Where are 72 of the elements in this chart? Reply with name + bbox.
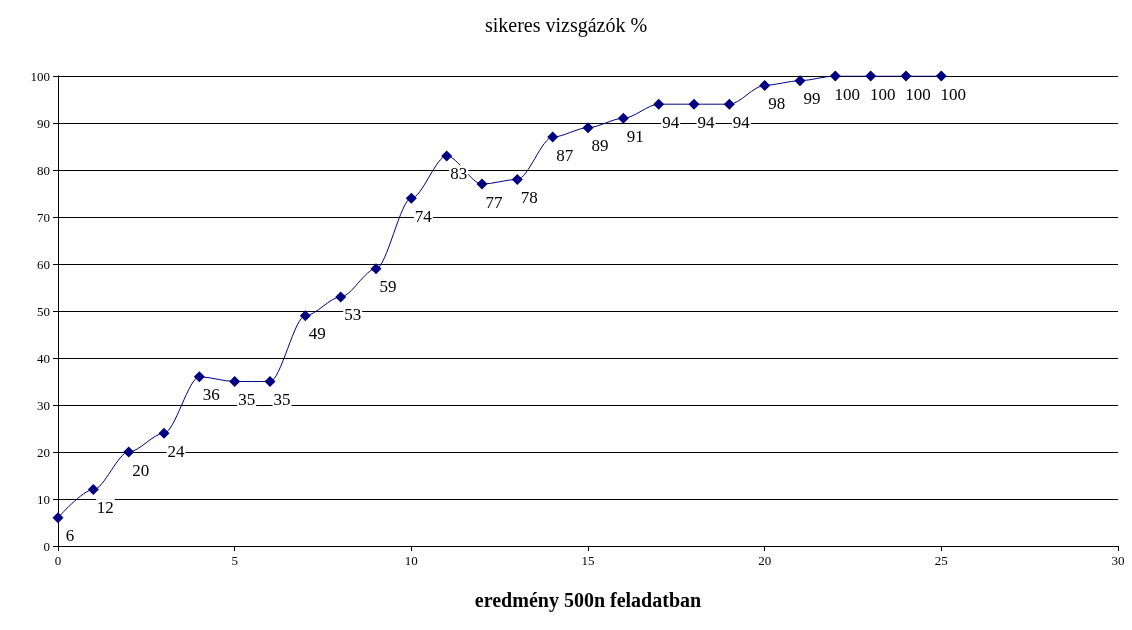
point	[229, 376, 241, 387]
data-label: 100	[869, 84, 896, 104]
data-label: 100	[940, 84, 967, 104]
data-label: 94	[697, 112, 715, 132]
point	[476, 178, 488, 190]
x-tick-label: 20	[758, 553, 772, 568]
y-tick-label: 80	[37, 162, 50, 178]
point	[688, 98, 700, 110]
data-label: 99	[803, 89, 821, 109]
data-label: 20	[132, 460, 150, 480]
x-tick-label: 15	[581, 553, 595, 568]
point	[794, 75, 806, 87]
x-tick-label: 25	[934, 553, 948, 568]
data-label: 35	[273, 390, 291, 409]
data-label: 77	[485, 192, 503, 212]
y-tick-label: 10	[37, 491, 50, 507]
point	[653, 98, 665, 110]
data-label: 35	[238, 390, 256, 409]
data-label: 91	[626, 126, 644, 146]
y-tick-label: 30	[37, 397, 50, 413]
point	[87, 484, 99, 496]
data-label: 100	[834, 84, 861, 104]
point	[370, 263, 382, 275]
point	[52, 512, 64, 524]
data-label: 59	[379, 277, 397, 297]
data-label: 49	[308, 324, 326, 344]
data-label: 12	[96, 498, 114, 518]
point	[158, 427, 170, 439]
point	[900, 70, 912, 82]
point	[935, 70, 947, 82]
point	[441, 150, 453, 162]
data-label: 78	[520, 187, 538, 207]
data-label: 74	[414, 206, 433, 226]
y-tick-label: 100	[30, 68, 50, 84]
x-axis-title: eredmény 500n feladatban	[474, 589, 702, 612]
y-tick-label: 90	[37, 115, 50, 131]
y-tick-label: 40	[37, 350, 50, 366]
data-label: 36	[202, 385, 220, 405]
y-tick-label: 70	[37, 209, 50, 225]
point	[547, 131, 559, 143]
point	[123, 446, 135, 458]
data-label: 98	[768, 93, 786, 113]
data-label: 6	[65, 526, 75, 546]
chart-title: sikeres vizsgázók %	[484, 14, 648, 37]
data-label: 53	[344, 305, 362, 325]
x-tick-label: 5	[231, 553, 238, 568]
data-label: 83	[450, 164, 468, 184]
point	[582, 122, 594, 134]
y-tick-label: 60	[37, 256, 50, 272]
point	[723, 98, 735, 110]
data-label: 94	[662, 112, 680, 132]
point	[193, 371, 205, 383]
point	[829, 70, 841, 82]
point	[865, 70, 877, 82]
data-label: 94	[732, 112, 751, 132]
point	[264, 376, 276, 387]
point	[759, 79, 771, 91]
point	[511, 173, 523, 185]
data-label: 100	[905, 84, 931, 104]
data-label: 89	[591, 136, 609, 156]
point	[335, 291, 347, 303]
y-tick-label: 50	[37, 303, 50, 319]
x-tick-label: 30	[1111, 553, 1125, 568]
y-tick-label: 20	[37, 444, 50, 460]
y-tick-label: 0	[43, 538, 50, 554]
x-tick-label: 10	[404, 553, 418, 568]
data-label: 24	[167, 441, 185, 461]
data-label: 87	[556, 145, 574, 165]
point	[405, 192, 417, 204]
x-tick-label: 0	[54, 553, 62, 568]
point	[299, 310, 311, 322]
point	[617, 112, 629, 124]
